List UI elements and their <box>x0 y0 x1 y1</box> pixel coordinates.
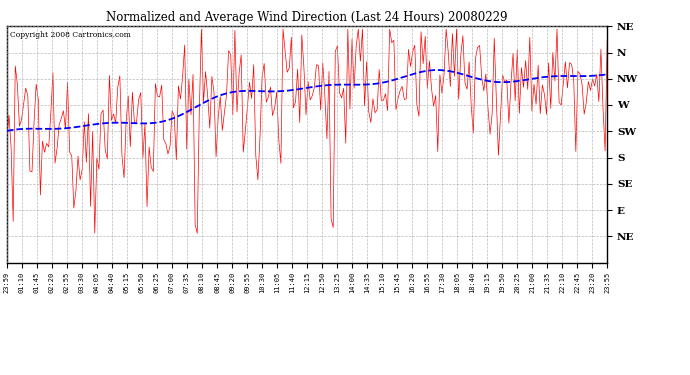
Title: Normalized and Average Wind Direction (Last 24 Hours) 20080229: Normalized and Average Wind Direction (L… <box>106 11 508 24</box>
Text: Copyright 2008 Cartronics.com: Copyright 2008 Cartronics.com <box>10 31 131 39</box>
